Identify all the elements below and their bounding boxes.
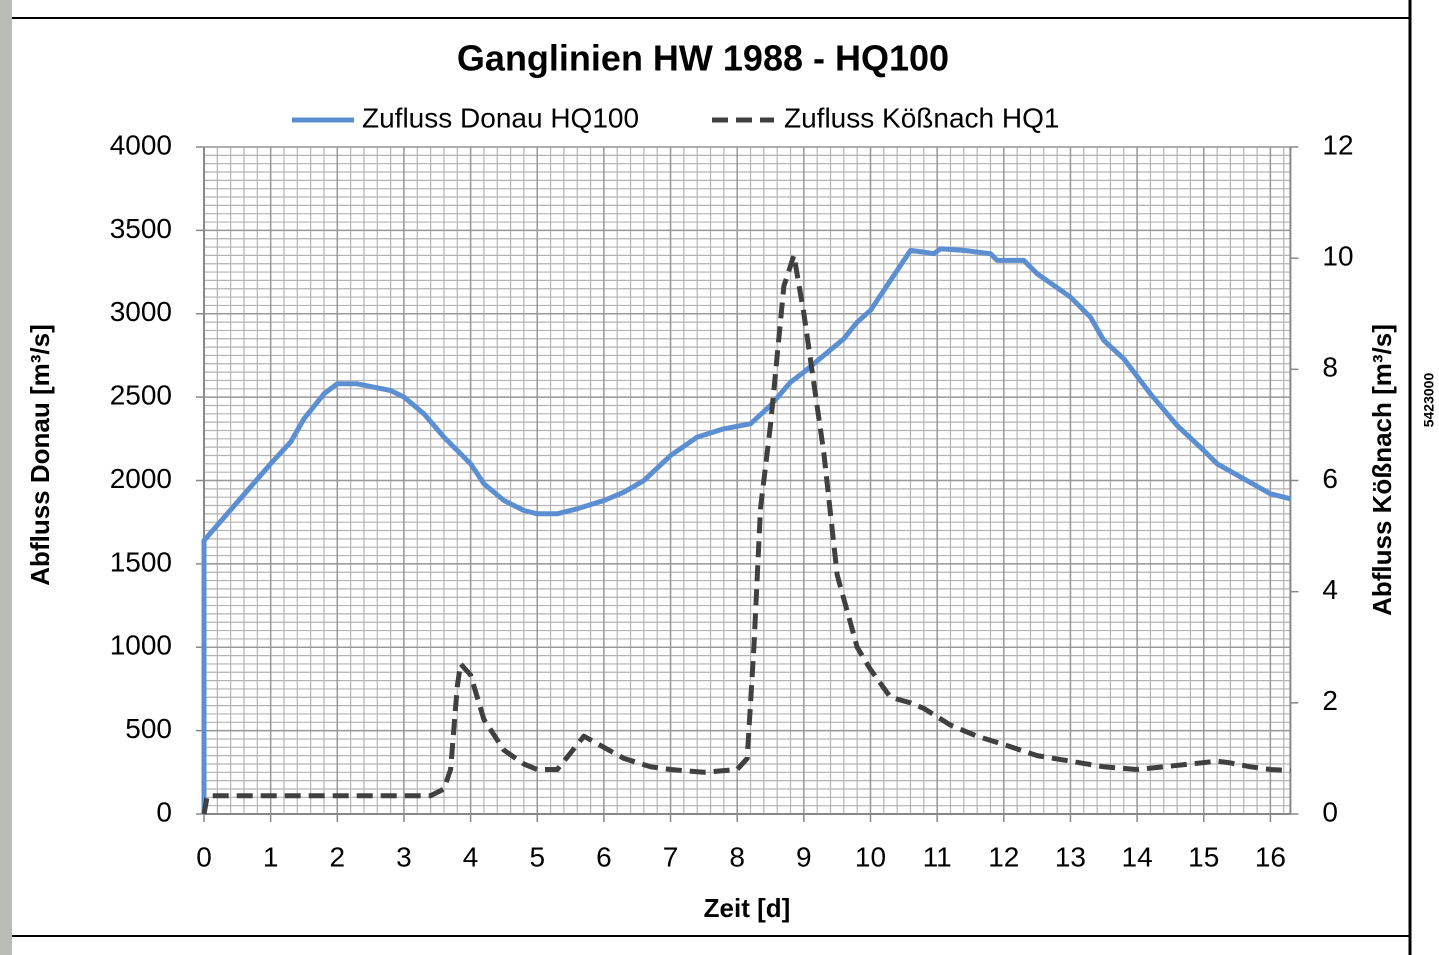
x-tick-label: 15 — [1188, 841, 1219, 872]
y-tick-label: 2000 — [110, 463, 172, 494]
y-tick-label: 3000 — [110, 296, 172, 327]
x-tick-label: 6 — [596, 841, 612, 872]
y-tick-label: 1500 — [110, 546, 172, 577]
x-tick-label: 1 — [263, 841, 279, 872]
x-tick-label: 13 — [1055, 841, 1086, 872]
chart-title: Ganglinien HW 1988 - HQ100 — [457, 38, 949, 79]
x-tick-label: 10 — [855, 841, 886, 872]
y2-tick-label: 2 — [1322, 685, 1338, 716]
x-tick-label: 12 — [988, 841, 1019, 872]
map-strip — [0, 0, 12, 955]
x-tick-label: 5 — [529, 841, 545, 872]
y2-tick-label: 6 — [1322, 463, 1338, 494]
x-tick-label: 8 — [729, 841, 745, 872]
y2-tick-label: 4 — [1322, 574, 1338, 605]
y2-axis-title: Abfluss Kößnach [m³/s] — [1367, 324, 1397, 616]
y2-tick-label: 8 — [1322, 352, 1338, 383]
page: 5423000 01234567891011121314151605001000… — [0, 0, 1439, 955]
x-tick-label: 14 — [1122, 841, 1153, 872]
y-tick-label: 1000 — [110, 630, 172, 661]
x-tick-label: 9 — [796, 841, 812, 872]
y-tick-label: 2500 — [110, 380, 172, 411]
y2-tick-label: 10 — [1322, 241, 1353, 272]
x-tick-label: 4 — [463, 841, 479, 872]
x-tick-label: 0 — [196, 841, 212, 872]
x-axis-title: Zeit [d] — [704, 893, 791, 923]
x-tick-label: 2 — [330, 841, 346, 872]
y-tick-label: 4000 — [110, 129, 172, 160]
legend-label: Zufluss Kößnach HQ1 — [784, 102, 1059, 133]
side-label: 5423000 — [1421, 373, 1437, 428]
y-tick-label: 3500 — [110, 213, 172, 244]
y-tick-label: 500 — [125, 713, 172, 744]
x-tick-label: 16 — [1255, 841, 1286, 872]
y-axis-title: Abfluss Donau [m³/s] — [25, 324, 55, 585]
x-tick-label: 3 — [396, 841, 412, 872]
series-line — [204, 249, 1290, 814]
x-tick-label: 7 — [663, 841, 679, 872]
y2-tick-label: 12 — [1322, 129, 1353, 160]
y-tick-label: 0 — [156, 796, 172, 827]
x-tick-label: 11 — [923, 841, 952, 872]
legend-label: Zufluss Donau HQ100 — [362, 102, 639, 133]
y2-tick-label: 0 — [1322, 796, 1338, 827]
